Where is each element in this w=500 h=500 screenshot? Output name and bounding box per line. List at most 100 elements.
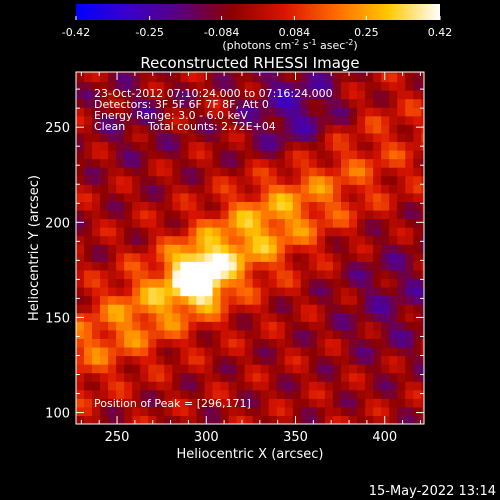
heatmap-pixel bbox=[389, 175, 398, 185]
heatmap-pixel bbox=[76, 107, 85, 117]
heatmap-pixel bbox=[188, 209, 198, 220]
heatmap-pixel bbox=[124, 201, 133, 211]
heatmap-pixel bbox=[381, 321, 390, 331]
heatmap-pixel bbox=[357, 167, 366, 177]
heatmap-pixel bbox=[132, 72, 141, 83]
heatmap-pixel bbox=[316, 115, 326, 125]
heatmap-pixel bbox=[212, 415, 222, 424]
heatmap-pixel bbox=[132, 321, 141, 331]
heatmap-pixel bbox=[341, 158, 350, 168]
heatmap-pixel bbox=[389, 158, 398, 168]
heatmap-pixel bbox=[180, 115, 190, 125]
heatmap-pixel bbox=[397, 381, 406, 391]
heatmap-pixel bbox=[212, 338, 222, 348]
heatmap-pixel bbox=[341, 167, 350, 177]
heatmap-pixel bbox=[132, 227, 141, 237]
heatmap-pixel bbox=[156, 184, 165, 194]
y-axis-label: Heliocentric Y (arcsec) bbox=[27, 175, 42, 321]
heatmap-pixel bbox=[389, 287, 398, 297]
heatmap-pixel bbox=[132, 269, 141, 280]
heatmap-pixel bbox=[389, 338, 398, 348]
heatmap-pixel bbox=[220, 338, 230, 348]
heatmap-pixel bbox=[156, 175, 165, 185]
heatmap-pixel bbox=[204, 372, 214, 382]
heatmap-pixel bbox=[228, 346, 238, 357]
heatmap-pixel bbox=[196, 415, 206, 424]
heatmap-pixel bbox=[124, 235, 133, 245]
heatmap-pixel bbox=[100, 184, 109, 194]
heatmap-pixel bbox=[284, 244, 294, 254]
heatmap-pixel bbox=[268, 304, 278, 314]
heatmap-pixel bbox=[341, 329, 350, 339]
heatmap-pixel bbox=[357, 81, 366, 91]
heatmap-pixel bbox=[196, 252, 206, 262]
heatmap-pixel bbox=[156, 124, 165, 134]
heatmap-pixel bbox=[397, 252, 406, 262]
heatmap-pixel bbox=[180, 72, 190, 83]
heatmap-pixel bbox=[124, 338, 133, 348]
heatmap-pixel bbox=[405, 244, 414, 254]
heatmap-pixel bbox=[357, 98, 366, 108]
heatmap-pixel bbox=[108, 201, 117, 211]
heatmap-pixel bbox=[180, 364, 190, 374]
heatmap-pixel bbox=[244, 158, 254, 168]
heatmap-pixel bbox=[300, 389, 310, 399]
heatmap-pixel bbox=[244, 209, 254, 220]
heatmap-pixel bbox=[188, 312, 198, 322]
heatmap-pixel bbox=[92, 98, 101, 108]
heatmap-pixel bbox=[140, 346, 149, 357]
heatmap-pixel bbox=[172, 132, 181, 143]
heatmap-pixel bbox=[276, 115, 286, 125]
heatmap-pixel bbox=[204, 192, 214, 202]
heatmap-pixel bbox=[140, 372, 149, 382]
x-tick-label: 350 bbox=[283, 430, 308, 445]
heatmap-pixel bbox=[373, 158, 382, 168]
heatmap-pixel bbox=[228, 72, 238, 83]
heatmap-pixel bbox=[252, 329, 262, 339]
heatmap-pixel bbox=[316, 218, 326, 228]
heatmap-pixel bbox=[140, 201, 149, 211]
heatmap-pixel bbox=[156, 115, 165, 125]
heatmap-pixel bbox=[84, 398, 93, 408]
heatmap-pixel bbox=[373, 329, 382, 339]
heatmap-pixel bbox=[140, 72, 149, 83]
heatmap-pixel bbox=[220, 227, 230, 237]
heatmap-pixel bbox=[389, 381, 398, 391]
heatmap-pixel bbox=[156, 158, 165, 168]
heatmap-pixel bbox=[260, 90, 270, 100]
heatmap-pixel bbox=[365, 364, 374, 374]
heatmap-pixel bbox=[421, 167, 424, 177]
heatmap-pixel bbox=[405, 115, 414, 125]
heatmap-pixel bbox=[244, 235, 254, 245]
heatmap-pixel bbox=[332, 201, 342, 211]
heatmap-pixel bbox=[212, 321, 222, 331]
heatmap-pixel bbox=[172, 252, 181, 262]
heatmap-pixel bbox=[421, 304, 424, 314]
heatmap-pixel bbox=[276, 132, 286, 143]
heatmap-pixel bbox=[140, 235, 149, 245]
heatmap-pixel bbox=[196, 244, 206, 254]
heatmap-pixel bbox=[252, 312, 262, 322]
heatmap-pixel bbox=[196, 227, 206, 237]
heatmap-pixel bbox=[132, 209, 141, 220]
heatmap-pixel bbox=[124, 192, 133, 202]
heatmap-pixel bbox=[284, 167, 294, 177]
heatmap-pixel bbox=[124, 355, 133, 365]
heatmap-pixel bbox=[76, 252, 85, 262]
heatmap-pixel bbox=[76, 192, 85, 202]
heatmap-pixel bbox=[332, 287, 342, 297]
heatmap-pixel bbox=[156, 141, 165, 151]
heatmap-pixel bbox=[196, 338, 206, 348]
heatmap-pixel bbox=[228, 381, 238, 391]
heatmap-pixel bbox=[236, 304, 246, 314]
heatmap-pixel bbox=[332, 227, 342, 237]
heatmap-pixel bbox=[365, 201, 374, 211]
heatmap-pixel bbox=[421, 235, 424, 245]
heatmap-pixel bbox=[172, 338, 181, 348]
heatmap-pixel bbox=[421, 98, 424, 108]
heatmap-pixel bbox=[148, 209, 157, 220]
heatmap-pixel bbox=[172, 278, 181, 288]
heatmap-pixel bbox=[421, 115, 424, 125]
heatmap-pixel bbox=[220, 158, 230, 168]
heatmap-image bbox=[76, 72, 424, 424]
